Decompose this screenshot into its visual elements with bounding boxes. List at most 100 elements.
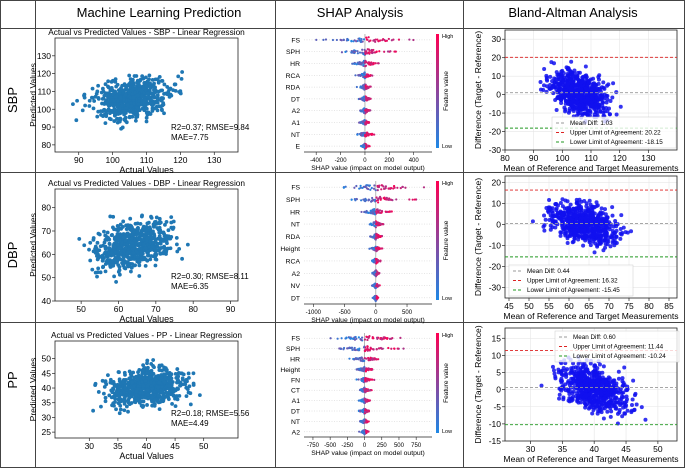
- col-header-ba: Bland-Altman Analysis: [508, 5, 638, 20]
- y-tick-label: 30: [42, 412, 52, 422]
- shap-point: [357, 378, 360, 381]
- data-point: [160, 237, 164, 242]
- shap-point: [376, 189, 379, 192]
- data-point: [167, 379, 172, 384]
- data-point: [177, 90, 182, 94]
- shap-point: [375, 261, 379, 264]
- y-tick-label: 45: [42, 368, 52, 378]
- shap-point: [364, 86, 367, 90]
- data-point: [558, 230, 563, 235]
- shap-point: [368, 145, 371, 148]
- x-tick-label: 50: [199, 441, 209, 451]
- shap-point: [371, 196, 374, 200]
- data-point: [102, 108, 106, 112]
- data-point: [106, 253, 111, 258]
- data-point: [162, 111, 166, 116]
- data-point: [143, 75, 148, 80]
- shap-point: [368, 61, 371, 64]
- data-point: [105, 230, 110, 235]
- data-point: [599, 206, 604, 211]
- y-tick-label: 50: [42, 273, 52, 283]
- row-label-pp: PP: [5, 371, 20, 388]
- shap-point: [392, 38, 395, 41]
- data-point: [530, 219, 535, 224]
- y-tick-label: -30: [489, 282, 502, 292]
- shap-point: [353, 39, 356, 42]
- data-point: [120, 83, 125, 88]
- data-point: [187, 376, 191, 380]
- shap-point: [353, 346, 356, 350]
- data-point: [153, 220, 158, 224]
- data-point: [102, 229, 106, 234]
- data-point: [106, 85, 111, 90]
- data-point: [144, 224, 149, 229]
- data-point: [103, 399, 108, 404]
- data-point: [185, 242, 190, 247]
- data-point: [127, 389, 132, 394]
- shap-point: [372, 212, 375, 215]
- data-point: [145, 221, 150, 226]
- feature-label: NT: [291, 419, 300, 426]
- data-point: [155, 226, 160, 230]
- scatter-points: [91, 358, 202, 416]
- data-point: [150, 403, 155, 408]
- data-point: [145, 91, 150, 96]
- data-point: [121, 235, 126, 240]
- beeswarm-row: [371, 294, 380, 303]
- data-point: [117, 388, 122, 393]
- shap-point: [368, 63, 371, 66]
- shap-point: [367, 198, 370, 201]
- data-point: [144, 115, 149, 120]
- data-point: [159, 389, 164, 394]
- data-point: [166, 234, 171, 239]
- y-axis-label: Predicted Values: [28, 213, 38, 277]
- data-point: [140, 213, 144, 218]
- data-point: [118, 95, 123, 100]
- data-point: [579, 80, 584, 85]
- data-point: [111, 244, 116, 248]
- data-point: [566, 67, 571, 72]
- data-point: [554, 70, 559, 75]
- y-tick-label: 0: [496, 219, 501, 229]
- shap-point: [373, 273, 376, 276]
- data-point: [152, 234, 157, 238]
- data-point: [139, 403, 144, 408]
- data-point: [87, 98, 92, 103]
- x-tick-label: 0: [374, 310, 378, 316]
- data-point: [148, 111, 152, 116]
- shap-point: [358, 356, 361, 360]
- data-point: [602, 96, 607, 101]
- shap-point: [380, 338, 383, 341]
- data-point: [120, 261, 124, 265]
- data-point: [597, 73, 602, 78]
- data-point: [170, 227, 175, 231]
- shap-point: [422, 186, 426, 189]
- shap-point: [356, 61, 359, 64]
- data-point: [129, 257, 134, 261]
- data-point: [112, 383, 117, 388]
- data-point: [140, 395, 145, 400]
- data-point: [141, 224, 146, 229]
- data-point: [591, 76, 596, 81]
- shap-point: [342, 348, 345, 351]
- beeswarm-row: [360, 208, 393, 216]
- feature-label: NT: [291, 222, 300, 229]
- shap-point: [368, 399, 371, 402]
- shap-point: [366, 211, 370, 214]
- data-point: [112, 235, 117, 240]
- shap-point: [352, 357, 355, 361]
- shap-point: [356, 133, 359, 136]
- data-point: [115, 257, 120, 262]
- data-point: [140, 94, 145, 99]
- beeswarm-row: [357, 397, 371, 405]
- data-point: [180, 377, 185, 382]
- shap-point: [351, 62, 354, 65]
- data-point: [175, 379, 180, 384]
- shap-point: [367, 97, 371, 100]
- data-point: [141, 363, 146, 368]
- data-point: [122, 109, 127, 114]
- beeswarm-row: [371, 269, 381, 278]
